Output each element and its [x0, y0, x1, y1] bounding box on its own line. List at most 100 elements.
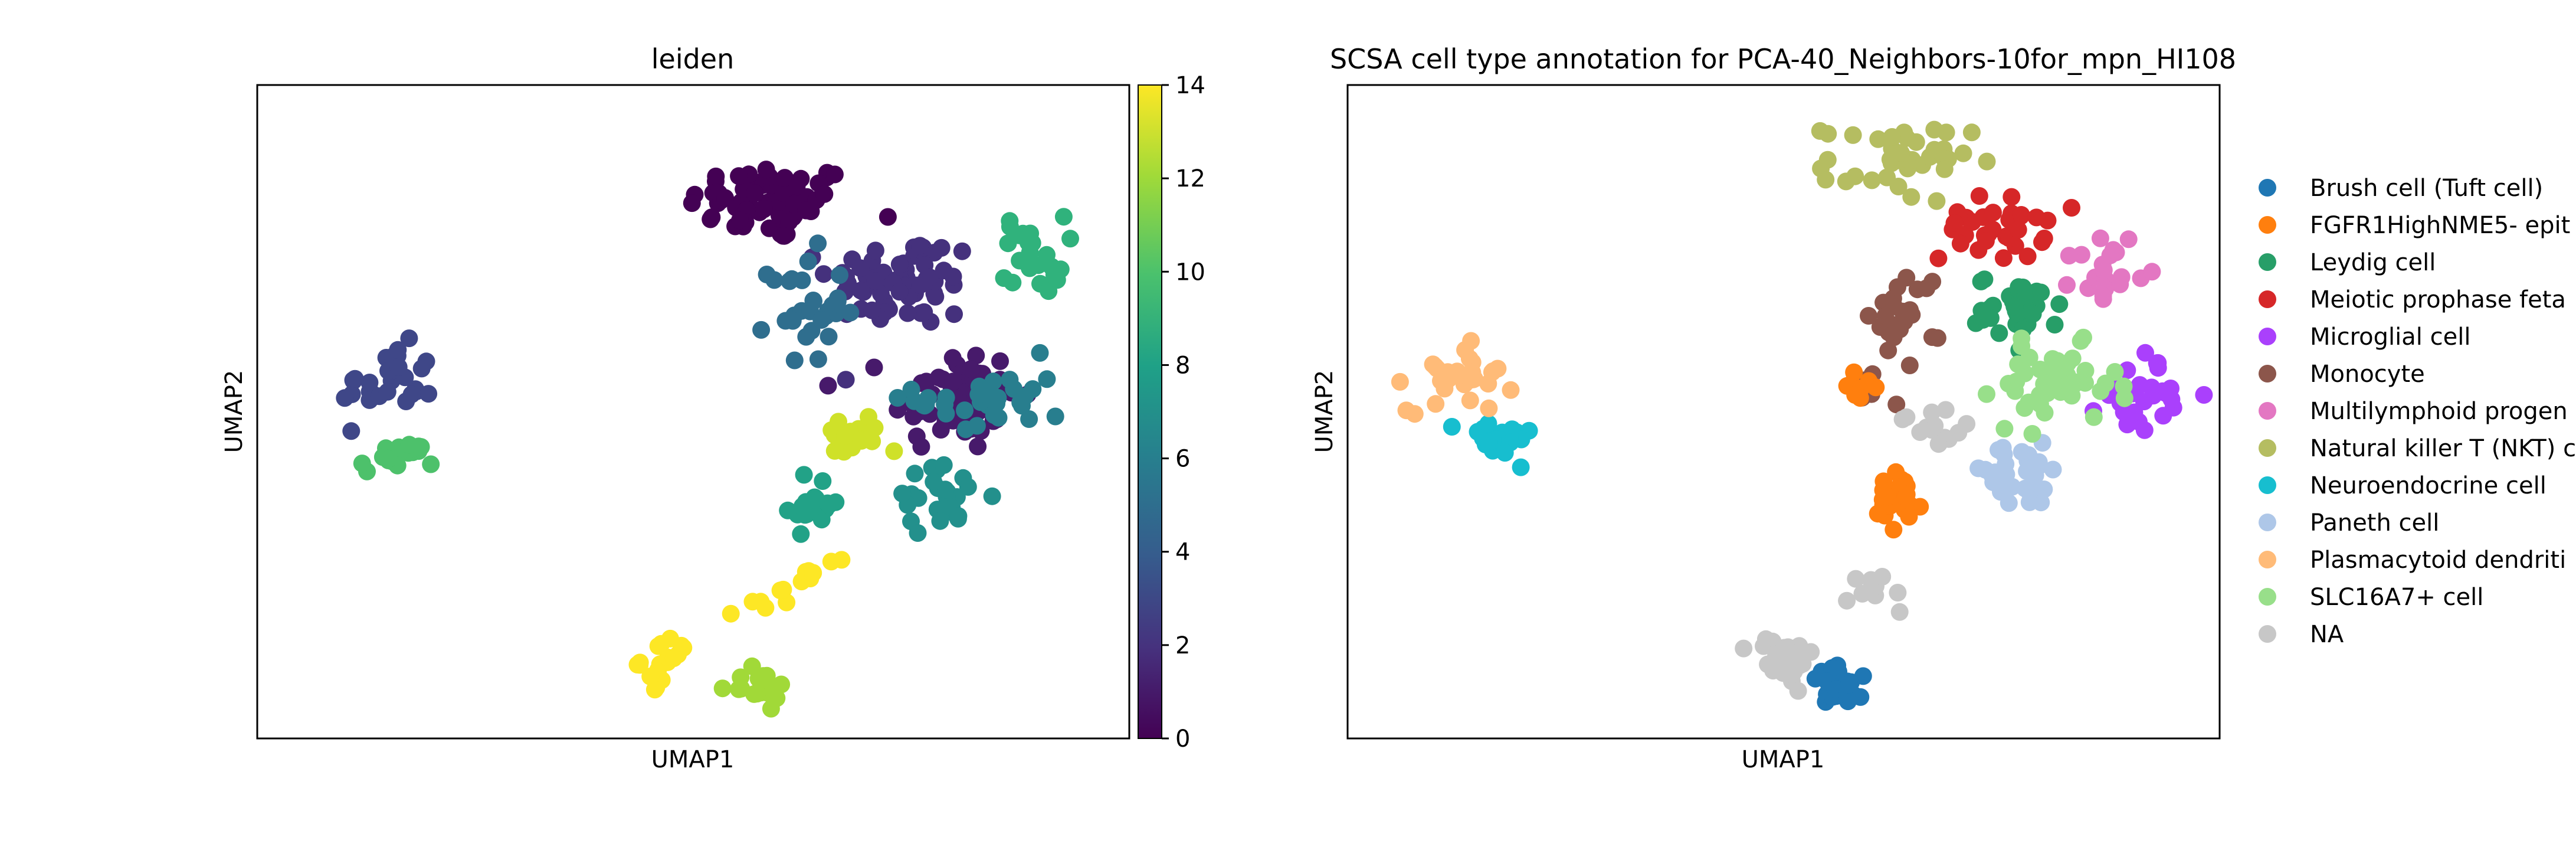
- colorbar-tick-label: 4: [1175, 539, 1190, 566]
- scatter-point: [2018, 247, 2037, 266]
- scatter-point: [912, 437, 930, 456]
- scatter-point: [2095, 261, 2113, 279]
- scatter-point: [419, 385, 438, 403]
- scatter-point: [1789, 682, 1807, 700]
- scatter-point: [2000, 494, 2018, 512]
- colorbar-tick-label: 0: [1175, 725, 1190, 753]
- scatter-point: [342, 422, 360, 440]
- scatter-point: [1838, 591, 1856, 610]
- scatter-point: [389, 358, 408, 376]
- scatter-point: [889, 389, 907, 407]
- scatter-point: [1480, 433, 1498, 451]
- legend-marker: [2259, 402, 2276, 420]
- scatter-point: [2023, 425, 2041, 443]
- legend-label: Neuroendocrine cell: [2310, 472, 2546, 499]
- scsa-ylabel: UMAP2: [1311, 370, 1338, 453]
- scatter-point: [825, 165, 844, 184]
- scatter-point: [1020, 410, 1038, 428]
- scatter-point: [756, 599, 775, 617]
- scatter-point: [1935, 160, 1954, 178]
- scatter-point: [851, 282, 870, 300]
- scatter-point: [2027, 208, 2046, 227]
- leiden-xlabel: UMAP1: [651, 746, 735, 773]
- scatter-point: [1496, 444, 1514, 462]
- scatter-point: [2050, 295, 2069, 313]
- scatter-point: [731, 211, 749, 230]
- scatter-point: [402, 385, 421, 404]
- scatter-point: [852, 431, 870, 450]
- scatter-point: [1847, 570, 1865, 588]
- scatter-point: [1823, 659, 1841, 677]
- scatter-point: [2054, 375, 2073, 393]
- scatter-point: [809, 350, 827, 368]
- scsa-panel: SCSA cell type annotation for PCA-40_Nei…: [1311, 43, 2576, 773]
- scatter-point: [2076, 362, 2095, 380]
- scatter-point: [956, 401, 974, 420]
- scatter-point: [1502, 381, 1520, 399]
- scatter-point: [1862, 571, 1880, 589]
- scatter-point: [2016, 479, 2034, 498]
- scatter-point: [837, 371, 855, 389]
- scatter-point: [774, 184, 792, 202]
- scatter-point: [1771, 651, 1790, 669]
- scatter-point: [2149, 354, 2167, 372]
- leiden-points: [336, 161, 1079, 718]
- legend-label: Monocyte: [2310, 361, 2425, 388]
- scatter-point: [1867, 378, 1885, 397]
- scatter-point: [1061, 230, 1079, 248]
- scatter-point: [812, 311, 831, 329]
- scatter-point: [2104, 241, 2122, 259]
- scatter-point: [866, 272, 884, 290]
- scatter-point: [2036, 404, 2054, 422]
- scatter-point: [1984, 473, 2003, 491]
- scatter-point: [828, 292, 847, 310]
- scatter-point: [935, 261, 953, 280]
- scatter-point: [815, 265, 833, 283]
- scatter-point: [1928, 329, 1946, 347]
- scatter-point: [1427, 395, 1445, 413]
- legend-label: Multilymphoid progen: [2310, 398, 2568, 425]
- leiden-colorbar: [1138, 84, 1162, 739]
- scatter-point: [879, 208, 897, 226]
- scatter-point: [944, 372, 962, 391]
- scatter-point: [781, 272, 799, 290]
- scatter-point: [805, 292, 822, 310]
- scatter-point: [2063, 349, 2082, 368]
- scatter-point: [1900, 508, 1918, 526]
- scatter-point: [1853, 584, 1872, 603]
- scatter-point: [1817, 171, 1835, 189]
- legend-label: Meiotic prophase feta: [2310, 286, 2566, 313]
- scatter-point: [2119, 230, 2138, 249]
- scatter-point: [985, 406, 1003, 424]
- scatter-point: [931, 512, 949, 530]
- scatter-point: [716, 189, 734, 207]
- scatter-point: [758, 266, 776, 283]
- scatter-point: [1978, 385, 1995, 403]
- scatter-point: [945, 305, 963, 323]
- scatter-point: [2015, 364, 2034, 382]
- scatter-point: [809, 234, 827, 253]
- scatter-point: [937, 404, 955, 423]
- scatter-point: [785, 351, 804, 370]
- scatter-point: [1990, 441, 2007, 459]
- scatter-point: [2035, 480, 2053, 498]
- scatter-point: [2144, 387, 2162, 405]
- scatter-point: [707, 167, 725, 185]
- scatter-point: [1972, 272, 1990, 290]
- legend-label: SLC16A7+ cell: [2310, 584, 2483, 611]
- scatter-point: [757, 161, 775, 179]
- scatter-point: [1462, 332, 1480, 350]
- scatter-point: [1480, 399, 1498, 417]
- scatter-point: [1958, 415, 1976, 433]
- legend-marker: [2259, 551, 2276, 568]
- scatter-point: [379, 450, 398, 468]
- scatter-point: [1889, 584, 1907, 601]
- scatter-point: [851, 259, 870, 277]
- scatter-point: [943, 349, 962, 367]
- scatter-point: [991, 352, 1009, 370]
- legend-marker: [2259, 439, 2276, 457]
- scatter-point: [1837, 172, 1855, 191]
- scatter-point: [1962, 123, 1981, 142]
- scatter-point: [911, 237, 929, 255]
- scatter-point: [1512, 458, 1530, 476]
